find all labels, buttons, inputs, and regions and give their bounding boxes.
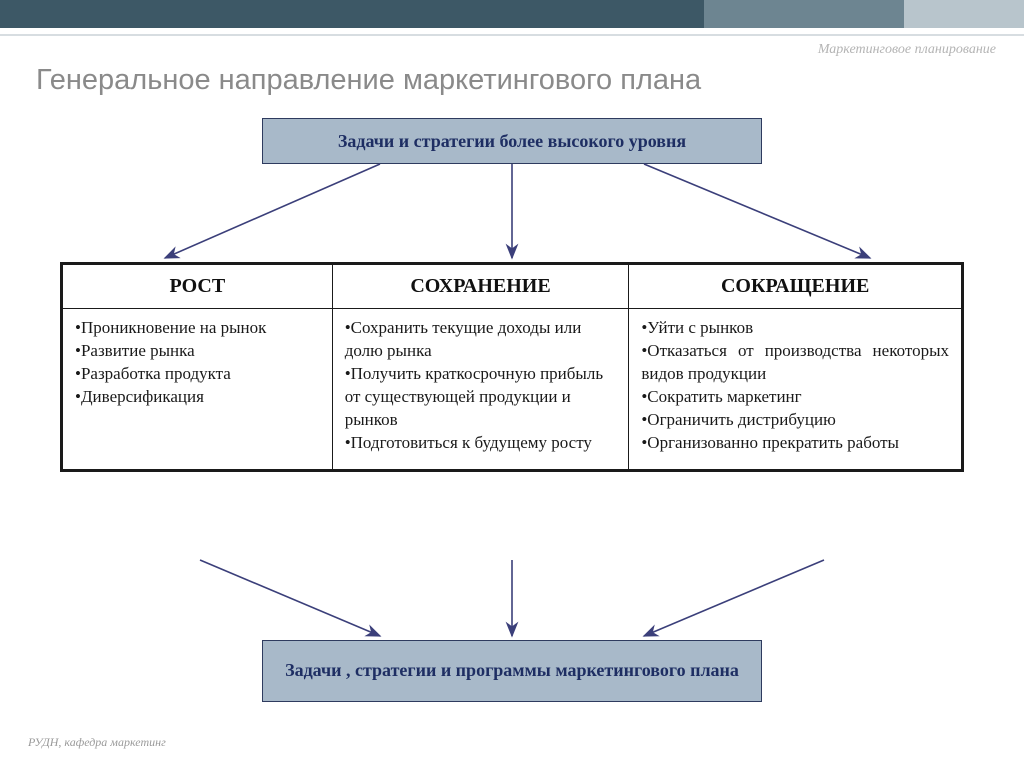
list-item: •Получить краткосрочную прибыль от сущес… [345, 363, 617, 432]
list-item: •Отказаться от производства некоторых ви… [641, 340, 949, 386]
header-box: Задачи и стратегии более высокого уровня [262, 118, 762, 164]
list-item: •Уйти с рынков [641, 317, 949, 340]
list-item: •Проникновение на рынок [75, 317, 320, 340]
table-body-row: •Проникновение на рынок•Развитие рынка•Р… [63, 309, 962, 470]
table-header-row: РОСТ СОХРАНЕНИЕ СОКРАЩЕНИЕ [63, 265, 962, 309]
cell-retain: •Сохранить текущие доходы или долю рынка… [332, 309, 629, 470]
list-item: •Организованно прекратить работы [641, 432, 949, 455]
list-item: •Развитие рынка [75, 340, 320, 363]
list-item: •Диверсификация [75, 386, 320, 409]
list-item: •Ограничить дистрибуцию [641, 409, 949, 432]
col-header-reduce: СОКРАЩЕНИЕ [629, 265, 962, 309]
footer-box-text: Задачи , стратегии и программы маркетинг… [285, 659, 739, 682]
list-item: •Сократить маркетинг [641, 386, 949, 409]
header-box-text: Задачи и стратегии более высокого уровня [338, 131, 686, 152]
top-accent-bar [0, 0, 1024, 28]
cell-growth: •Проникновение на рынок•Развитие рынка•Р… [63, 309, 333, 470]
cell-reduce: •Уйти с рынков•Отказаться от производств… [629, 309, 962, 470]
strategy-table: РОСТ СОХРАНЕНИЕ СОКРАЩЕНИЕ •Проникновени… [60, 262, 964, 472]
page-title: Генеральное направление маркетингового п… [36, 64, 701, 97]
top-rule [0, 34, 1024, 36]
col-header-retain: СОХРАНЕНИЕ [332, 265, 629, 309]
list-item: •Сохранить текущие доходы или долю рынка [345, 317, 617, 363]
footer-box: Задачи , стратегии и программы маркетинг… [262, 640, 762, 702]
list-item: •Подготовиться к будущему росту [345, 432, 617, 455]
list-item: •Разработка продукта [75, 363, 320, 386]
footnote: РУДН, кафедра маркетинг [28, 735, 166, 750]
page-subtitle: Маркетинговое планирование [818, 42, 996, 58]
col-header-growth: РОСТ [63, 265, 333, 309]
